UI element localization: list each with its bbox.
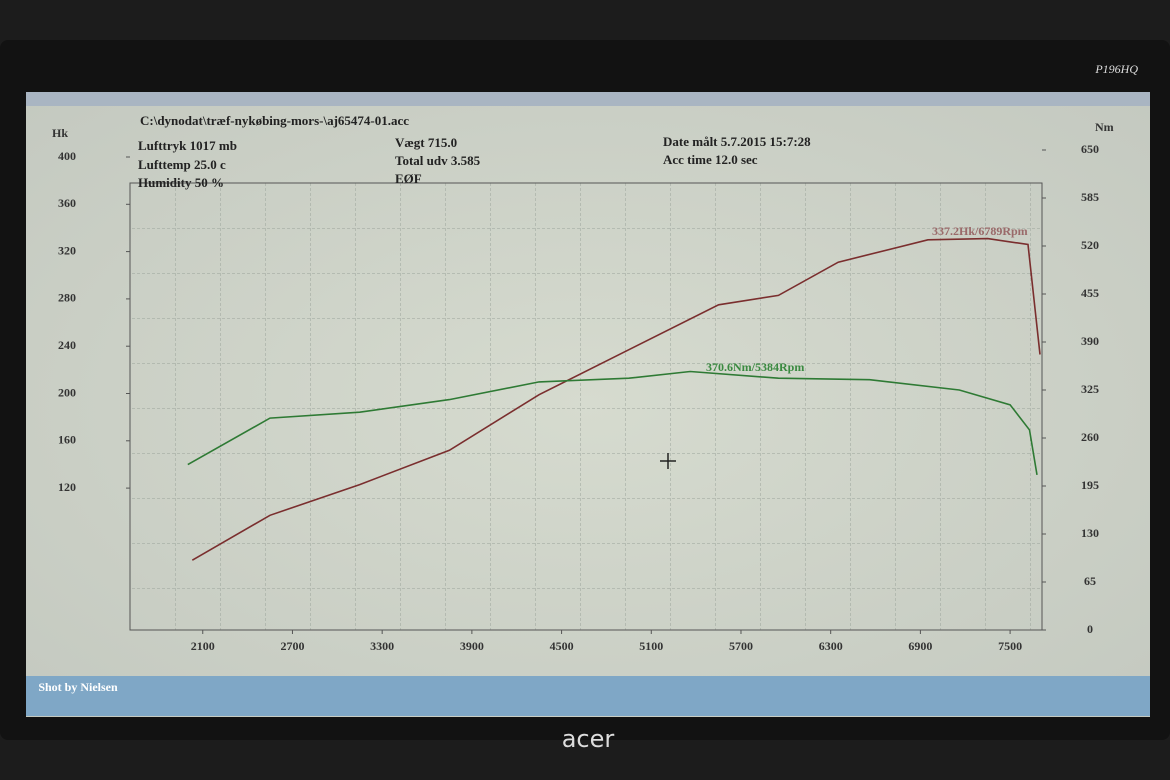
y2-tick-label: 390 <box>1081 334 1099 348</box>
y-tick-label: 320 <box>58 243 76 257</box>
y-tick-label: 280 <box>58 291 76 305</box>
info: Date målt 5.7.2015 15:7:28 <box>663 134 811 149</box>
y2-tick-label: 130 <box>1081 526 1099 540</box>
y2-tick-label: 325 <box>1081 382 1099 396</box>
series-line <box>187 370 1038 476</box>
x-tick-label: 5100 <box>639 639 663 653</box>
watermark: Shot by Nielsen <box>38 680 118 694</box>
y2-tick-label: 65 <box>1084 574 1096 588</box>
file-path: C:\dynodat\træf-nykøbing-mors-\aj65474-0… <box>140 113 409 128</box>
x-tick-label: 7500 <box>998 639 1022 653</box>
info: Vægt 715.0 <box>395 135 457 150</box>
y-tick-label: 400 <box>58 149 76 163</box>
y2-axis-label: Nm <box>1095 120 1114 134</box>
y2-tick-label: 260 <box>1081 430 1099 444</box>
x-tick-label: 3900 <box>460 639 484 653</box>
x-tick-label: 6300 <box>819 639 843 653</box>
y2-tick-label: 520 <box>1081 238 1099 252</box>
info: EØF <box>395 171 422 186</box>
x-tick-label: 2700 <box>280 639 304 653</box>
info: Humidity 50 % <box>138 175 224 190</box>
x-tick-label: 6900 <box>908 639 932 653</box>
x-tick-label: 3300 <box>370 639 394 653</box>
info: Acc time 12.0 sec <box>663 152 758 167</box>
info: Total udv 3.585 <box>395 153 481 168</box>
info: Lufttryk 1017 mb <box>138 138 237 153</box>
y2-tick-label: 0 <box>1087 622 1093 636</box>
x-tick-label: 2100 <box>191 639 215 653</box>
y-tick-label: 240 <box>58 338 76 352</box>
y2-tick-label: 650 <box>1081 142 1099 156</box>
taskbar <box>26 676 1150 716</box>
plot-area <box>129 182 1043 631</box>
y2-tick-label: 455 <box>1081 286 1099 300</box>
annotation: 337.2Hk/6789Rpm <box>932 224 1028 238</box>
monitor-model: P196HQ <box>1094 62 1138 76</box>
info: Lufttemp 25.0 c <box>138 157 226 172</box>
x-tick-label: 4500 <box>550 639 574 653</box>
y2-tick-label: 585 <box>1081 190 1099 204</box>
series-line <box>191 237 1041 561</box>
y-tick-label: 360 <box>58 196 76 210</box>
y-tick-label: 200 <box>58 385 76 399</box>
y2-tick-label: 195 <box>1081 478 1099 492</box>
monitor-brand: acer <box>562 725 615 753</box>
y-tick-label: 160 <box>58 433 76 447</box>
cursor <box>660 453 676 469</box>
annotation: 370.6Nm/5384Rpm <box>706 360 804 374</box>
title-bar <box>26 92 1150 106</box>
x-tick-label: 5700 <box>729 639 753 653</box>
y-tick-label: 120 <box>58 480 76 494</box>
y-axis-label: Hk <box>52 126 68 140</box>
